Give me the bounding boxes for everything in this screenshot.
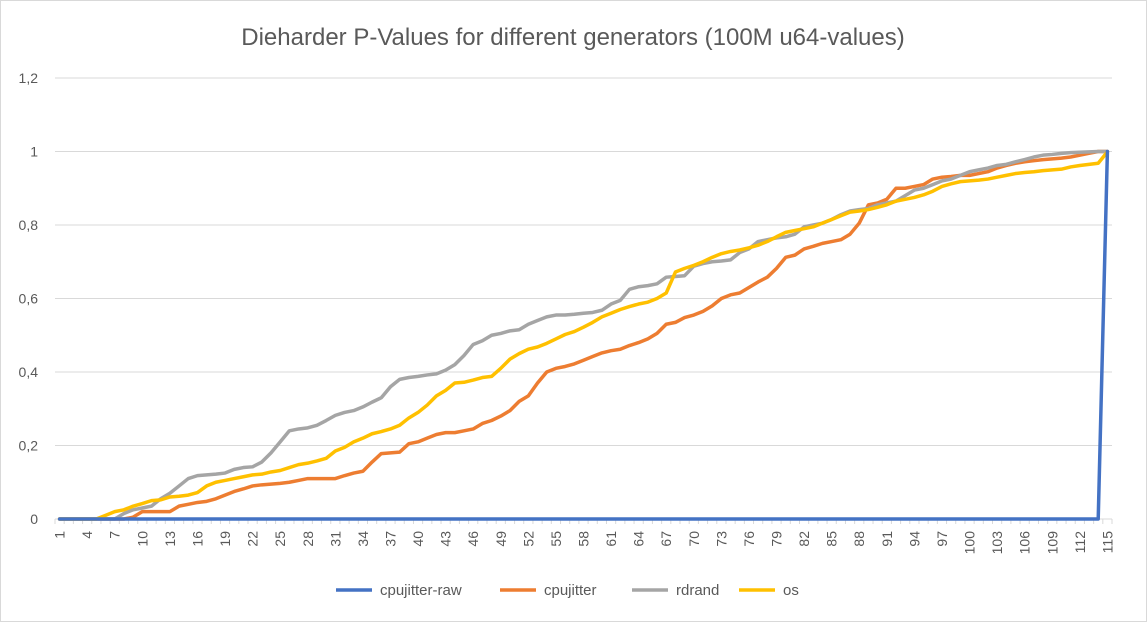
x-tick-label: 19 (217, 531, 233, 547)
x-tick-label: 106 (1017, 531, 1033, 555)
series-line-cpujitter-raw (57, 149, 1110, 521)
x-tick-label: 31 (327, 531, 343, 547)
y-tick-label: 0,2 (19, 438, 39, 454)
x-tick-label: 58 (576, 531, 592, 547)
x-tick-label: 7 (107, 531, 123, 539)
x-tick-label: 112 (1072, 531, 1088, 554)
y-axis-ticks: 0 0,2 0,4 0,6 0,8 1 1,2 (19, 70, 39, 527)
y-tick-label: 0,4 (19, 364, 39, 380)
x-tick-label: 82 (796, 531, 812, 547)
x-tick-label: 76 (741, 531, 757, 547)
chart-title: Dieharder P-Values for different generat… (241, 24, 904, 51)
x-tick-label: 109 (1044, 531, 1060, 555)
x-tick-label: 73 (713, 531, 729, 547)
x-tick-label: 28 (300, 531, 316, 547)
x-tick-label: 94 (906, 531, 922, 547)
y-tick-label: 0,8 (19, 217, 39, 233)
x-tick-label: 115 (1099, 531, 1115, 554)
gridlines (55, 77, 1112, 446)
x-tick-label: 52 (520, 531, 536, 547)
legend-label-cpujitter: cpujitter (544, 582, 597, 599)
x-tick-label: 100 (962, 531, 978, 555)
x-tick-label: 67 (658, 531, 674, 547)
series-line-rdrand (57, 149, 1110, 521)
x-tick-label: 46 (465, 531, 481, 547)
legend-label-cpujitter-raw: cpujitter-raw (380, 582, 462, 599)
x-tick-label: 40 (410, 531, 426, 547)
x-tick-label: 34 (355, 531, 371, 547)
x-tick-label: 97 (934, 531, 950, 547)
legend-label-rdrand: rdrand (676, 582, 719, 599)
x-tick-label: 49 (493, 531, 509, 547)
x-tick-label: 88 (851, 531, 867, 547)
x-tick-label: 25 (272, 531, 288, 547)
x-tick-label: 103 (989, 531, 1005, 555)
legend-label-os: os (783, 582, 799, 599)
x-tick-label: 16 (189, 531, 205, 547)
y-tick-label: 1,2 (19, 70, 39, 86)
y-tick-label: 1 (30, 144, 38, 160)
x-tick-label: 61 (603, 531, 619, 547)
series-line-cpujitter (57, 149, 1110, 521)
x-axis: 1 4 7 10 13 16 19 22 25 28 31 34 37 40 43 46 49 52 55 58 61 6… (52, 518, 1115, 555)
x-tick-label: 55 (548, 531, 564, 547)
y-tick-label: 0 (30, 511, 38, 527)
x-tick-label: 10 (134, 531, 150, 547)
legend: cpujitter-raw cpujitter rdrand os (336, 582, 799, 599)
series-line-os (57, 150, 1110, 521)
x-tick-label: 43 (438, 531, 454, 547)
x-tick-label: 22 (245, 531, 261, 547)
x-tick-label: 64 (631, 531, 647, 547)
x-tick-label: 4 (79, 531, 95, 539)
x-tick-label: 91 (879, 531, 895, 547)
y-tick-label: 0,6 (19, 291, 39, 307)
x-tick-label: 1 (52, 531, 68, 539)
x-tick-label: 85 (824, 531, 840, 547)
x-tick-label: 13 (162, 531, 178, 547)
x-tick-label: 37 (382, 531, 398, 547)
series-lines (57, 149, 1110, 521)
x-tick-label: 70 (686, 531, 702, 547)
x-tick-label: 79 (769, 531, 785, 547)
